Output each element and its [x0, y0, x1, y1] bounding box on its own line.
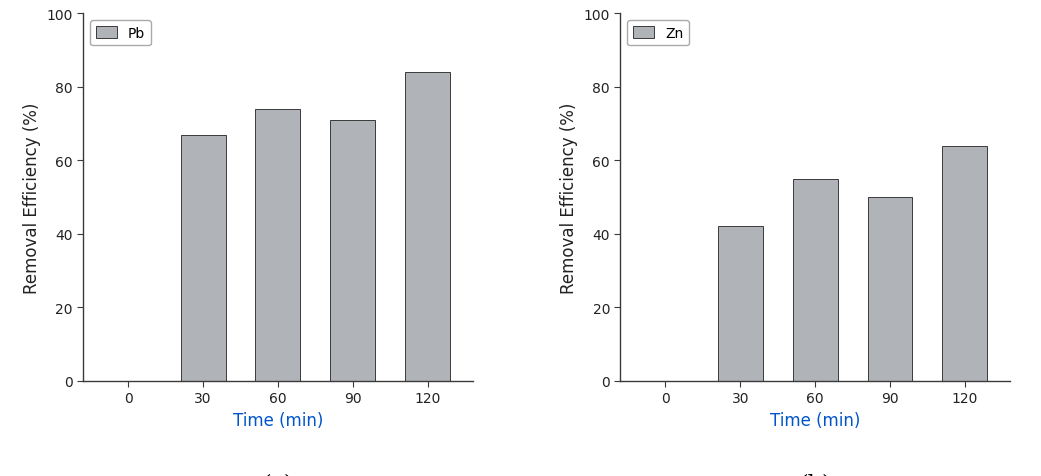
Bar	[792, 179, 838, 381]
Legend: Pb: Pb	[91, 21, 151, 46]
Y-axis label: Removal Efficiency (%): Removal Efficiency (%)	[560, 102, 578, 293]
Bar	[255, 109, 301, 381]
Bar	[718, 227, 763, 381]
Bar	[180, 135, 226, 381]
X-axis label: Time (min): Time (min)	[233, 411, 323, 429]
Text: (a): (a)	[262, 472, 294, 476]
Text: (b): (b)	[799, 472, 831, 476]
Y-axis label: Removal Efficiency (%): Removal Efficiency (%)	[23, 102, 41, 293]
Bar	[405, 73, 450, 381]
Bar	[942, 146, 987, 381]
Bar	[330, 120, 375, 381]
Bar	[867, 198, 913, 381]
Legend: Zn: Zn	[628, 21, 689, 46]
X-axis label: Time (min): Time (min)	[770, 411, 860, 429]
